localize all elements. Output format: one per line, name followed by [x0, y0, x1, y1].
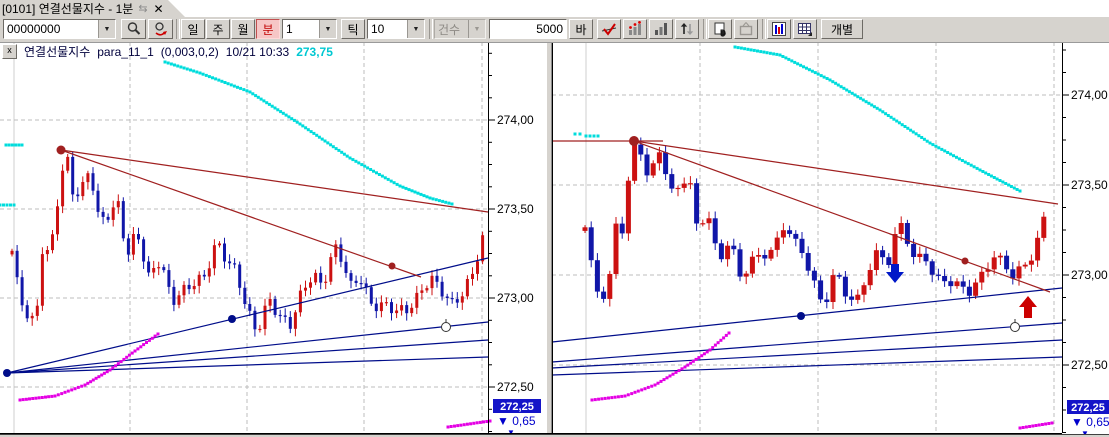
- chart-panel[interactable]: 274,00 273,50 273,00 272,50 272,25▼ 0,65▼: [551, 42, 1109, 436]
- price-axis[interactable]: 274,00 273,50 273,00 272,50 272,25▼ 0,65▼: [1062, 42, 1109, 436]
- period-month-label: 월: [237, 22, 249, 37]
- toolbar-separator: [762, 19, 766, 39]
- period-day-button[interactable]: 일: [181, 19, 205, 39]
- tick-interval-value: 10: [371, 22, 385, 36]
- close-icon[interactable]: ✕: [153, 1, 164, 16]
- signal-bars-icon: [629, 21, 641, 35]
- window-tab[interactable]: [0101] 연결선물지수 - 1분 ⇆ ✕: [0, 0, 185, 17]
- period-week-button[interactable]: 주: [206, 19, 230, 39]
- parabolic-sar-dots: [573, 45, 1054, 430]
- bar-chart-icon: [655, 23, 667, 35]
- bar-count-value: 5000: [536, 22, 563, 36]
- svg-text:D: D: [720, 29, 726, 38]
- tick-interval-combobox[interactable]: 10 ▼: [367, 19, 425, 39]
- sort-arrows-button[interactable]: [675, 19, 699, 39]
- count-label: 건수: [438, 22, 461, 37]
- zoom-restore-icon: [154, 22, 167, 36]
- bar-label: 바: [575, 22, 587, 37]
- svg-text:▼ 0,65: ▼ 0,65: [1071, 415, 1109, 429]
- tick-label: 틱: [347, 22, 359, 37]
- chevron-down-icon: ▼: [468, 20, 485, 38]
- chart-symbol-label: 연결선물지수: [24, 45, 91, 59]
- parabolic-sar-dots: [0, 60, 492, 429]
- chart-info-bar: x 연결선물지수 para_11_1 (0,003,0,2) 10/21 10:…: [2, 44, 333, 59]
- toolbar: 00000000 ▼ 일 주 월 분 1 ▼ 틱 10 ▼ 건수 ▼ 5000: [0, 17, 1109, 43]
- chart-area: 274,00 273,50 273,00 272,50 272,25 ▼ 0,65 ▼ 274…: [0, 42, 1109, 437]
- trendlines[interactable]: [551, 140, 1063, 376]
- indicator-panel-icon: [772, 22, 786, 36]
- indicator-name-label: para_11_1: [97, 44, 154, 59]
- window-tab-bar: [0101] 연결선물지수 - 1분 ⇆ ✕: [0, 0, 1109, 18]
- symbol-code-value: 00000000: [7, 22, 61, 36]
- trendline-check-button[interactable]: [597, 19, 621, 39]
- indicator-value-label: 273,75: [296, 44, 333, 59]
- toolbar-separator: [429, 19, 433, 39]
- signal-bars-button[interactable]: [623, 19, 647, 39]
- indicator-panel-button[interactable]: [767, 19, 791, 39]
- period-week-label: 주: [212, 22, 224, 37]
- svg-text:273,00: 273,00: [1071, 268, 1108, 282]
- gridlines: [552, 42, 1062, 433]
- bar-chart-button[interactable]: [649, 19, 673, 39]
- copy-chart-button[interactable]: D: [708, 19, 732, 39]
- symbol-code-combobox[interactable]: 00000000 ▼: [3, 19, 116, 39]
- svg-text:▼: ▼: [507, 428, 515, 436]
- svg-text:272,50: 272,50: [497, 380, 534, 394]
- signal-markers[interactable]: [3, 145, 451, 378]
- minute-interval-value: 1: [286, 22, 293, 36]
- grid-table-button[interactable]: [793, 19, 817, 39]
- bar-button[interactable]: 바: [569, 19, 593, 39]
- panel-divider: [546, 42, 552, 433]
- signal-markers[interactable]: [629, 136, 1037, 332]
- tv-button: [734, 19, 758, 39]
- window-tab-title: [0101] 연결선물지수 - 1분: [2, 2, 134, 16]
- sort-arrows-icon: [680, 23, 694, 35]
- period-minute-label: 분: [262, 22, 274, 37]
- svg-text:272,25: 272,25: [1071, 402, 1105, 414]
- svg-text:274,00: 274,00: [497, 113, 534, 127]
- period-month-button[interactable]: 월: [231, 19, 255, 39]
- indicator-close-button[interactable]: x: [2, 44, 17, 59]
- count-combobox: 건수 ▼: [434, 19, 486, 39]
- copy-chart-icon: D: [714, 22, 726, 38]
- bar-count-input[interactable]: 5000: [489, 19, 567, 39]
- toolbar-separator: [703, 19, 707, 39]
- trendlines[interactable]: [6, 149, 489, 374]
- chart-panel[interactable]: 274,00 273,50 273,00 272,50 272,25▼ 0,65▼: [0, 42, 541, 436]
- svg-text:272,25: 272,25: [500, 401, 534, 413]
- period-day-label: 일: [187, 22, 199, 37]
- toolbar-separator: [176, 19, 180, 39]
- svg-text:273,50: 273,50: [1071, 178, 1108, 192]
- chevron-down-icon[interactable]: ▼: [98, 20, 115, 38]
- minute-interval-combobox[interactable]: 1 ▼: [282, 19, 337, 39]
- tv-icon: [739, 22, 753, 36]
- individual-button[interactable]: 개별: [821, 19, 863, 39]
- chart-borders: [0, 42, 1109, 434]
- zoom-button[interactable]: [121, 19, 146, 39]
- link-chart-icon[interactable]: ⇆: [138, 3, 148, 15]
- indicator-params-label: (0,003,0,2): [160, 44, 219, 59]
- price-axis[interactable]: 274,00 273,50 273,00 272,50 272,25▼ 0,65▼: [488, 42, 541, 436]
- svg-text:274,00: 274,00: [1071, 88, 1108, 102]
- svg-text:273,50: 273,50: [497, 202, 534, 216]
- period-minute-button[interactable]: 분: [256, 19, 280, 39]
- candles: [10, 151, 485, 337]
- grid-table-icon: [798, 23, 812, 36]
- svg-text:▼: ▼: [1081, 429, 1089, 436]
- svg-text:273,00: 273,00: [497, 291, 534, 305]
- chevron-down-icon[interactable]: ▼: [407, 20, 424, 38]
- chevron-down-icon[interactable]: ▼: [319, 20, 336, 38]
- zoom-icon: [127, 22, 140, 35]
- chart-datetime-label: 10/21 10:33: [225, 44, 290, 59]
- individual-label: 개별: [830, 22, 854, 37]
- tick-button[interactable]: 틱: [341, 19, 365, 39]
- trendline-check-icon: [601, 23, 617, 36]
- gridlines: [0, 42, 488, 433]
- candles: [582, 137, 1047, 309]
- svg-text:▼ 0,65: ▼ 0,65: [497, 414, 536, 428]
- svg-text:272,50: 272,50: [1071, 358, 1108, 372]
- zoom-restore-button[interactable]: [148, 19, 173, 39]
